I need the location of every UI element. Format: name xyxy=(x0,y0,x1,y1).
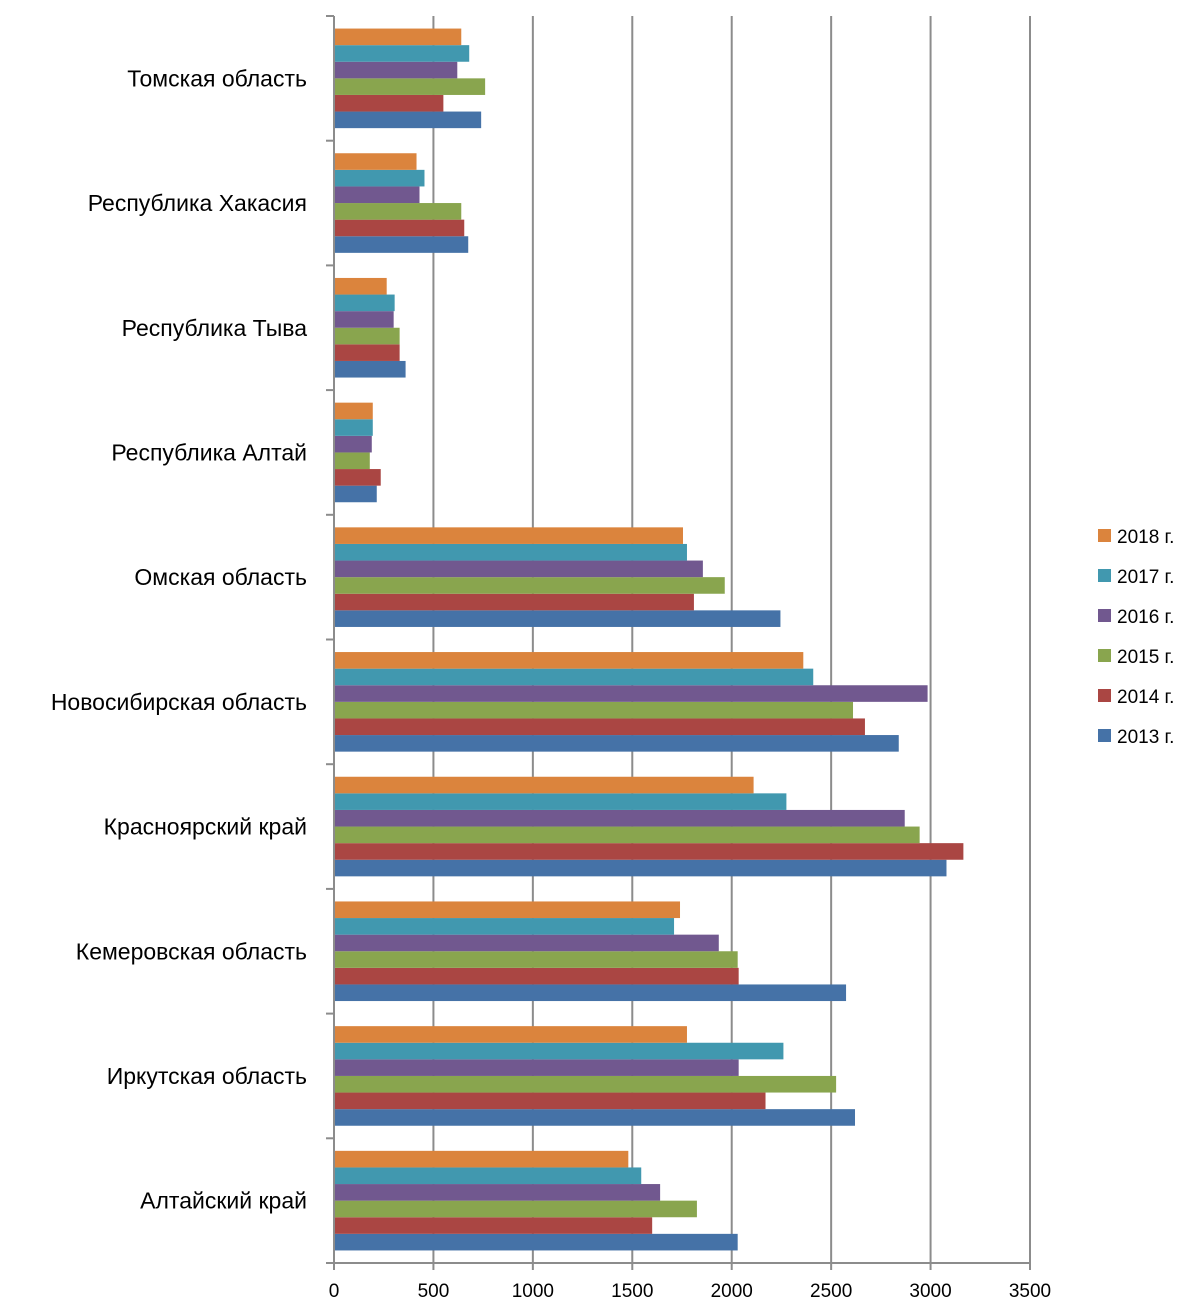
bar xyxy=(334,452,370,470)
legend: 2018 г. 2017 г. 2016 г. 2015 г. 2014 г. 2013 … xyxy=(1098,527,1174,748)
bar xyxy=(334,934,719,952)
category-label: Омская область xyxy=(134,564,307,590)
x-tick-label: 1000 xyxy=(512,1281,554,1302)
x-tick-label: 500 xyxy=(418,1281,450,1302)
legend-swatch xyxy=(1098,729,1111,742)
bar xyxy=(334,45,470,62)
bar xyxy=(334,78,486,95)
bars xyxy=(334,28,964,1251)
legend-swatch xyxy=(1098,689,1111,702)
bar xyxy=(334,967,739,985)
bar xyxy=(334,311,394,328)
bar xyxy=(334,186,420,204)
bar xyxy=(334,843,964,860)
bar xyxy=(334,236,469,253)
bar xyxy=(334,485,377,503)
bar xyxy=(334,1092,766,1110)
bar xyxy=(334,360,406,378)
bar xyxy=(334,809,905,827)
bar xyxy=(334,1042,784,1060)
x-tick-label: 1500 xyxy=(611,1281,653,1302)
x-tick-label: 2500 xyxy=(810,1281,852,1302)
bar xyxy=(334,826,920,844)
category-label: Кемеровская область xyxy=(76,938,307,964)
legend-label: 2015 г. xyxy=(1117,647,1174,668)
legend-label: 2018 г. xyxy=(1117,527,1174,548)
x-tick-label: 0 xyxy=(329,1281,340,1302)
bar xyxy=(334,668,814,686)
category-label: Республика Алтай xyxy=(111,439,307,465)
bar xyxy=(334,94,444,112)
bar xyxy=(334,203,462,220)
bar xyxy=(334,419,373,436)
bar xyxy=(334,1150,629,1168)
legend-swatch xyxy=(1098,609,1111,622)
bar xyxy=(334,918,675,935)
category-labels: Алтайский край Иркутская область Кемеровск… xyxy=(51,65,307,1213)
legend-swatch xyxy=(1098,649,1111,662)
x-tick-label: 3000 xyxy=(909,1281,951,1302)
bar xyxy=(334,735,899,752)
bar xyxy=(334,859,947,877)
bar xyxy=(334,1059,739,1076)
legend-label: 2016 г. xyxy=(1117,607,1174,628)
category-label: Иркутская область xyxy=(107,1063,307,1089)
bar xyxy=(334,793,787,810)
bar xyxy=(334,776,754,794)
bar xyxy=(334,1200,697,1218)
bar xyxy=(334,61,458,79)
legend-label: 2017 г. xyxy=(1117,567,1174,588)
legend-label: 2014 г. xyxy=(1117,687,1174,708)
legend-label: 2013 г. xyxy=(1117,727,1174,748)
bar xyxy=(334,577,725,594)
legend-swatch xyxy=(1098,569,1111,582)
bar xyxy=(334,435,372,453)
category-label: Новосибирская область xyxy=(51,689,307,715)
bar xyxy=(334,169,425,187)
bar xyxy=(334,543,687,561)
bar xyxy=(334,402,373,420)
bar xyxy=(334,469,381,486)
bar xyxy=(334,527,683,544)
bar xyxy=(334,560,703,578)
category-label: Томская область xyxy=(127,65,307,91)
bar xyxy=(334,1233,738,1251)
bar xyxy=(334,610,781,627)
bar xyxy=(334,718,865,736)
bar xyxy=(334,28,462,46)
bar xyxy=(334,685,928,702)
category-label: Республика Тыва xyxy=(122,315,308,341)
bar xyxy=(334,901,681,919)
bar xyxy=(334,219,465,237)
category-label: Алтайский край xyxy=(140,1188,307,1214)
bar xyxy=(334,1026,687,1043)
legend-swatch xyxy=(1098,529,1111,542)
bar xyxy=(334,1109,856,1126)
bar xyxy=(334,1184,661,1201)
bar xyxy=(334,344,400,361)
bar xyxy=(334,984,847,1002)
axes xyxy=(326,15,1031,1270)
bar xyxy=(334,951,738,968)
bar xyxy=(334,1075,837,1093)
x-tick-labels: 0 500 1000 1500 2000 2500 3000 3500 xyxy=(329,1281,1051,1302)
bar xyxy=(334,652,804,669)
bar xyxy=(334,1217,653,1234)
bar xyxy=(334,701,854,719)
bar xyxy=(334,294,395,312)
bar xyxy=(334,1167,642,1185)
bar xyxy=(334,327,400,345)
bar xyxy=(334,153,417,170)
bar xyxy=(334,593,694,611)
bar xyxy=(334,277,387,295)
gridlines xyxy=(432,16,1031,1263)
bar xyxy=(334,111,482,129)
category-label: Красноярский край xyxy=(104,814,307,840)
x-tick-label: 3500 xyxy=(1009,1281,1051,1302)
x-tick-label: 2000 xyxy=(711,1281,753,1302)
category-label: Республика Хакасия xyxy=(88,190,307,216)
